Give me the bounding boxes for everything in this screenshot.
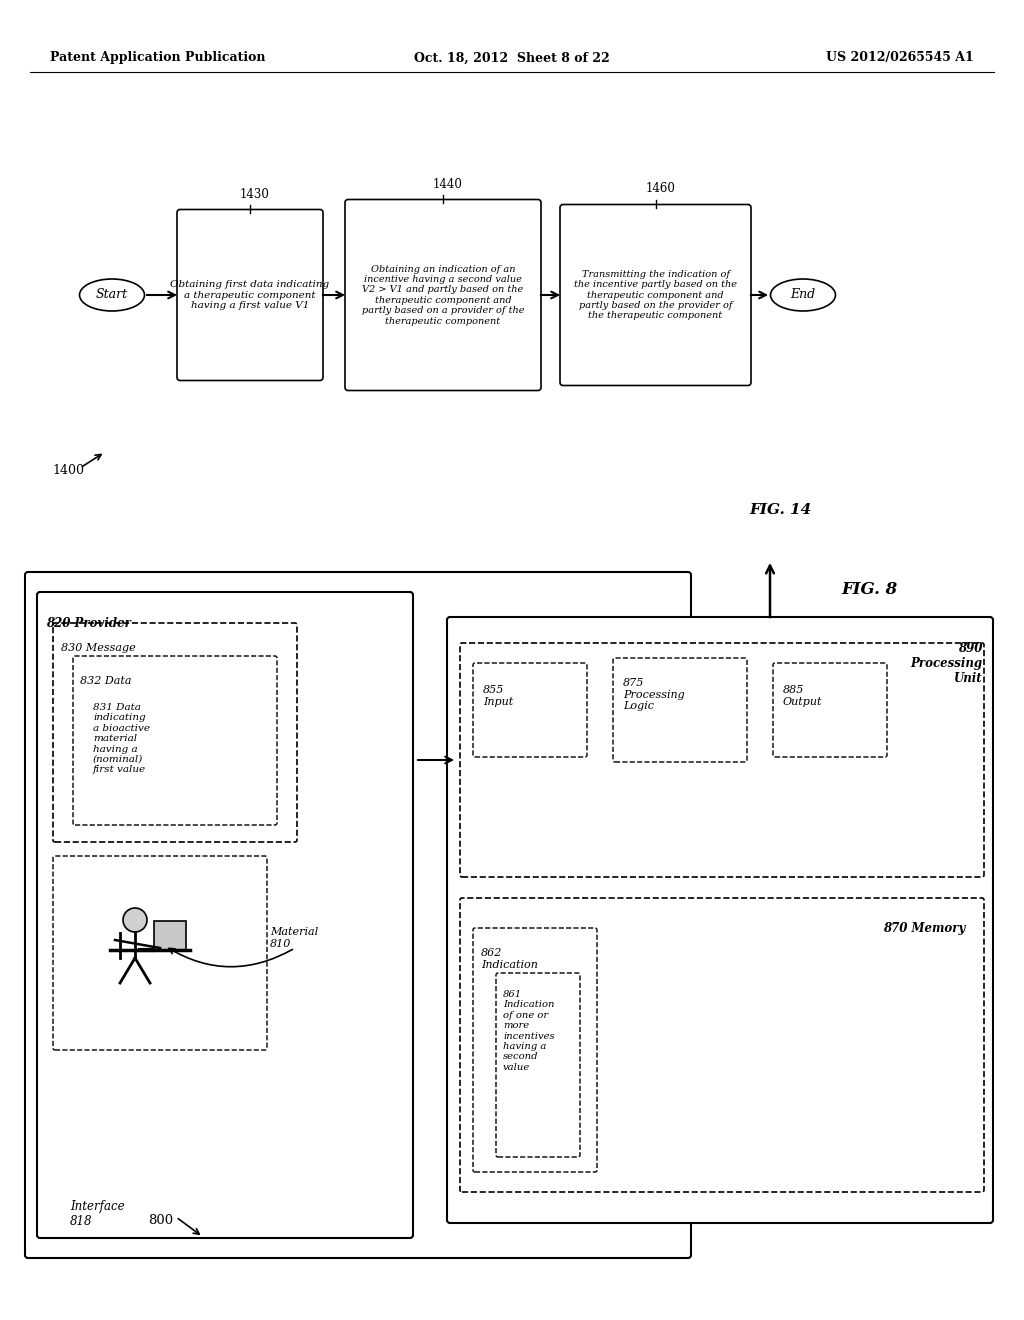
Text: 1440: 1440 <box>433 177 463 190</box>
Ellipse shape <box>770 279 836 312</box>
FancyBboxPatch shape <box>473 928 597 1172</box>
Text: Start: Start <box>96 289 128 301</box>
FancyBboxPatch shape <box>53 855 267 1049</box>
FancyBboxPatch shape <box>613 657 746 762</box>
Text: Material
810: Material 810 <box>270 927 318 949</box>
Text: 1430: 1430 <box>240 187 270 201</box>
FancyBboxPatch shape <box>560 205 751 385</box>
Text: 862
Indication: 862 Indication <box>481 948 538 970</box>
Text: Oct. 18, 2012  Sheet 8 of 22: Oct. 18, 2012 Sheet 8 of 22 <box>414 51 610 65</box>
FancyBboxPatch shape <box>154 921 186 950</box>
Text: 832 Data: 832 Data <box>80 676 131 686</box>
Text: 870 Memory: 870 Memory <box>883 921 965 935</box>
Text: Patent Application Publication: Patent Application Publication <box>50 51 265 65</box>
Text: Interface
818: Interface 818 <box>70 1200 125 1228</box>
Text: 831 Data
indicating
a bioactive
material
having a
(nominal)
first value: 831 Data indicating a bioactive material… <box>93 704 150 775</box>
Ellipse shape <box>80 279 144 312</box>
FancyBboxPatch shape <box>473 663 587 756</box>
FancyBboxPatch shape <box>345 199 541 391</box>
Text: End: End <box>791 289 815 301</box>
FancyBboxPatch shape <box>460 643 984 876</box>
FancyBboxPatch shape <box>460 898 984 1192</box>
FancyBboxPatch shape <box>73 656 278 825</box>
FancyBboxPatch shape <box>773 663 887 756</box>
Text: 820 Provider: 820 Provider <box>46 616 131 630</box>
Text: Transmitting the indication of
the incentive partly based on the
therapeutic com: Transmitting the indication of the incen… <box>574 269 737 321</box>
Text: 885
Output: 885 Output <box>783 685 822 706</box>
Ellipse shape <box>123 908 147 932</box>
Text: 800: 800 <box>148 1213 173 1226</box>
Text: 855
Input: 855 Input <box>483 685 513 706</box>
Text: US 2012/0265545 A1: US 2012/0265545 A1 <box>826 51 974 65</box>
Text: 890
Processing
Unit: 890 Processing Unit <box>910 642 982 685</box>
Text: FIG. 14: FIG. 14 <box>749 503 811 517</box>
FancyBboxPatch shape <box>37 591 413 1238</box>
Text: 861
Indication
of one or
more
incentives
having a
second
value: 861 Indication of one or more incentives… <box>503 990 555 1072</box>
Text: 1460: 1460 <box>645 182 676 195</box>
Text: 1400: 1400 <box>52 463 84 477</box>
FancyBboxPatch shape <box>496 973 580 1158</box>
FancyBboxPatch shape <box>177 210 323 380</box>
FancyBboxPatch shape <box>53 623 297 842</box>
FancyBboxPatch shape <box>25 572 691 1258</box>
Text: Obtaining an indication of an
incentive having a second value
V2 > V1 and partly: Obtaining an indication of an incentive … <box>361 264 524 326</box>
FancyBboxPatch shape <box>447 616 993 1224</box>
Text: FIG. 8: FIG. 8 <box>842 582 898 598</box>
Text: 875
Processing
Logic: 875 Processing Logic <box>623 678 685 711</box>
Text: 830 Message: 830 Message <box>61 643 136 653</box>
Text: Obtaining first data indicating
a therapeutic component
having a first value V1: Obtaining first data indicating a therap… <box>170 280 330 310</box>
